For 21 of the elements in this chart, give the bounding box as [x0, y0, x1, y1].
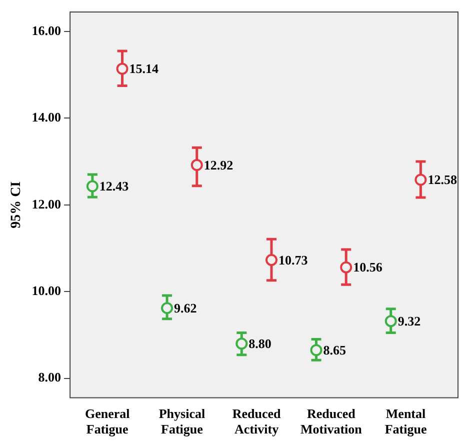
- data-label: 12.43: [99, 178, 130, 194]
- y-tick-label: 8.00: [38, 370, 62, 385]
- data-label: 9.32: [398, 313, 421, 328]
- y-tick-label: 14.00: [32, 110, 62, 125]
- data-label: 9.62: [174, 300, 197, 316]
- y-tick-label: 16.00: [32, 22, 62, 38]
- data-label: 10.56: [353, 260, 383, 275]
- x-tick-label: Physical Fatigue: [158, 406, 206, 437]
- y-tick-label: 12.00: [32, 196, 62, 212]
- data-label: 12.92: [204, 157, 234, 172]
- x-tick-label: Mental Fatigue: [384, 406, 427, 437]
- y-tick-label: 10.00: [32, 282, 62, 298]
- data-label: 10.73: [278, 252, 308, 268]
- data-label: 12.58: [428, 172, 458, 188]
- data-label: 8.65: [323, 342, 346, 358]
- x-tick-label: Reduced Activity: [232, 406, 282, 437]
- data-label: 15.14: [129, 61, 160, 76]
- data-label: 8.80: [248, 336, 272, 351]
- y-axis-title: 95% CI: [9, 181, 24, 228]
- x-tick-label: General Fatigue: [84, 406, 130, 437]
- x-tick-label: Reduced Motivation: [300, 406, 363, 437]
